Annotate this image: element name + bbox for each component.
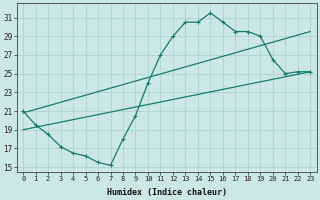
X-axis label: Humidex (Indice chaleur): Humidex (Indice chaleur) bbox=[107, 188, 227, 197]
